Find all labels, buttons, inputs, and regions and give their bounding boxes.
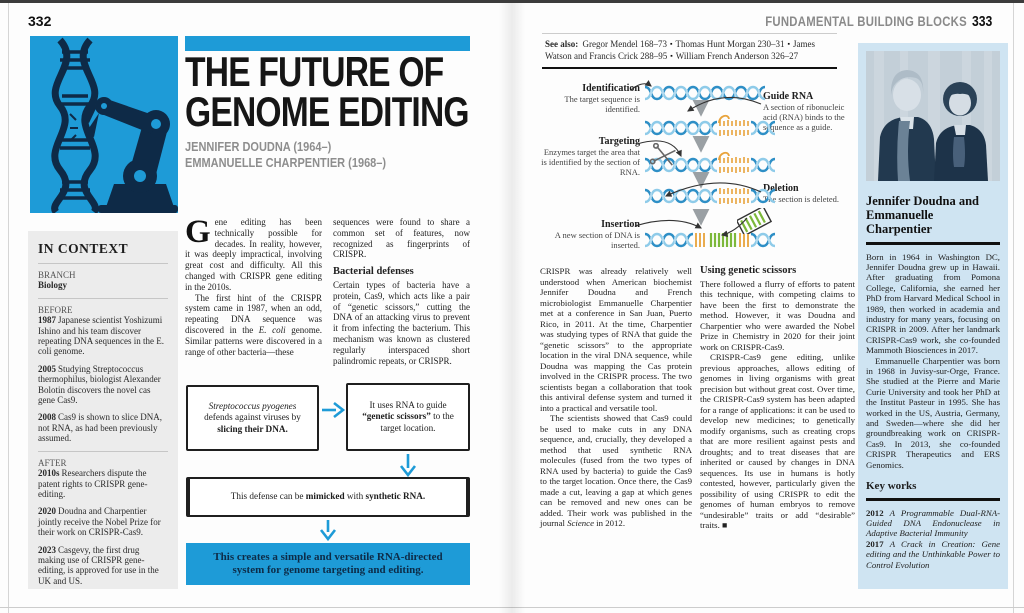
drop-cap: G [185, 214, 211, 250]
right-arrow-icon [322, 401, 346, 419]
diagram-step-targeting: Targeting Enzymes target the area that i… [541, 136, 640, 177]
separator-square-icon: ▪ [787, 40, 791, 48]
paragraph: Emmanuelle Charpentier was born in 1968 … [866, 355, 1000, 470]
separator-square-icon: ▪ [670, 51, 673, 60]
subheading: Bacterial defenses [333, 266, 414, 278]
article-authors: JENNIFER DOUDNA (1964–) EMMANUELLE CHARP… [185, 139, 485, 171]
thick-rule [866, 498, 1000, 501]
in-context-panel: IN CONTEXT BRANCH Biology BEFORE 1987 Japa… [28, 231, 178, 589]
see-also-label: See also: [545, 39, 579, 49]
diagram-arrows-overlay [630, 80, 762, 237]
chapter-title: FUNDAMENTAL BUILDING BLOCKS [764, 14, 967, 29]
paragraph: sequences were found to share a common s… [333, 217, 470, 260]
key-work-entry: 2012 A Programmable Dual-RNA-Guided DNA … [866, 507, 1000, 539]
new-dna-section-icon [737, 208, 773, 234]
timeline-entry: 2008 Cas9 is shown to slice DNA, not RNA,… [38, 412, 162, 444]
paragraph: There followed a flurry of efforts to pa… [700, 278, 855, 352]
body-column-3: CRISPR was already relatively well under… [540, 266, 692, 529]
down-arrow-icon [319, 520, 337, 541]
page-edge-bottom [0, 607, 1024, 608]
see-also-ref: Thomas Hunt Morgan 230–31 [675, 39, 785, 49]
paragraph: The scientists showed that Cas9 could be… [540, 413, 692, 528]
body-column-4: Using genetic scissors There followed a … [700, 265, 855, 531]
thick-rule [542, 67, 837, 69]
thick-rule [866, 242, 1000, 245]
article-title: THE FUTURE OF GENOME EDITING [185, 48, 485, 135]
paragraph: Born in 1964 in Washington DC, Jennifer … [866, 251, 1000, 356]
diagram-callout-deletion: Deletion The section is deleted. [763, 183, 840, 204]
flow-box-3: This defense can be mimicked with synthe… [186, 477, 470, 517]
paragraph: CRISPR-Cas9 gene editing, unlike previou… [700, 352, 855, 530]
diagram-callout-guide-rna: Guide RNA A section of ribonucleic acid … [763, 91, 845, 132]
right-page-number: 333 [971, 14, 992, 30]
key-work-entry: 2017 A Crack in Creation: Gene editing a… [866, 538, 1001, 570]
timeline-entry: 2020 Doudna and Charpentier jointly recei… [38, 506, 161, 538]
see-also-ref: William French Anderson 326–27 [675, 50, 799, 61]
running-header: FUNDAMENTAL BUILDING BLOCKS 333 [512, 13, 1008, 31]
book-spine-shadow [499, 3, 525, 613]
timeline-entry: 2005 Studying Streptococcus thermophilus,… [38, 363, 161, 406]
branch-entry: BRANCH Biology [38, 270, 76, 291]
timeline-entry: 1987 Japanese scientist Yoshizumi Ishino … [38, 315, 164, 357]
key-works-heading: Key works [866, 480, 917, 493]
after-label: AFTER [38, 457, 67, 468]
timeline-entry: 2023 Casgevy, the first drug making use o… [38, 544, 159, 586]
scientists-photo [866, 51, 1000, 181]
in-context-heading: IN CONTEXT [38, 241, 129, 256]
subheading: Using genetic scissors [700, 265, 797, 276]
left-page-number: 332 [28, 13, 52, 29]
title-line-2: GENOME EDITING [185, 88, 470, 135]
body-column-2: sequences were found to share a common s… [333, 217, 470, 366]
flow-box-1: Streptococcus pyogenes defends against v… [186, 385, 319, 451]
divider [542, 33, 837, 34]
title-accent-bar [185, 36, 470, 51]
robot-arm-dna-icon [51, 37, 178, 215]
paragraph: The first hint of the CRISPR system came… [185, 292, 322, 357]
divider [38, 297, 168, 299]
dna-robot-illustration [30, 36, 178, 215]
conclusion-banner: This creates a simple and versatile RNA-… [186, 543, 470, 585]
paragraph: CRISPR was already relatively well under… [540, 266, 692, 413]
down-arrow-icon [399, 454, 417, 477]
diagram-step-insertion: Insertion A new section of DNA is insert… [554, 219, 640, 250]
biography-heading: Jennifer Doudna and Emmanuelle Charpenti… [866, 194, 979, 236]
timeline-entry: 2010s Researchers dispute the patent righ… [38, 468, 148, 499]
flow-box-2: It uses RNA to guide “genetic scissors” … [346, 383, 470, 451]
before-label: BEFORE [38, 304, 73, 315]
author-charpentier: EMMANUELLE CHARPENTIER (1968–) [185, 156, 387, 170]
title-line-1: THE FUTURE OF [185, 48, 444, 95]
paragraph: Certain types of bacteria have a protein… [333, 279, 470, 366]
see-also-ref: James Watson and Francis Crick 288–95 [545, 39, 816, 61]
biography-panel: Jennifer Doudna and Emmanuelle Charpenti… [858, 43, 1008, 589]
page-edge-left [8, 3, 9, 613]
see-also-block: See also: Gregor Mendel 168–73 ▪ Thomas Hu… [545, 39, 843, 62]
divider [38, 450, 168, 452]
diagram-step-identification: Identification The target sequence is id… [564, 83, 640, 114]
see-also-ref: Gregor Mendel 168–73 [582, 39, 667, 49]
scissors-icon [650, 143, 676, 166]
separator-square-icon: ▪ [669, 40, 673, 48]
author-doudna: JENNIFER DOUDNA (1964–) [185, 140, 332, 154]
page-edge-right [1013, 3, 1014, 613]
divider [38, 263, 168, 264]
